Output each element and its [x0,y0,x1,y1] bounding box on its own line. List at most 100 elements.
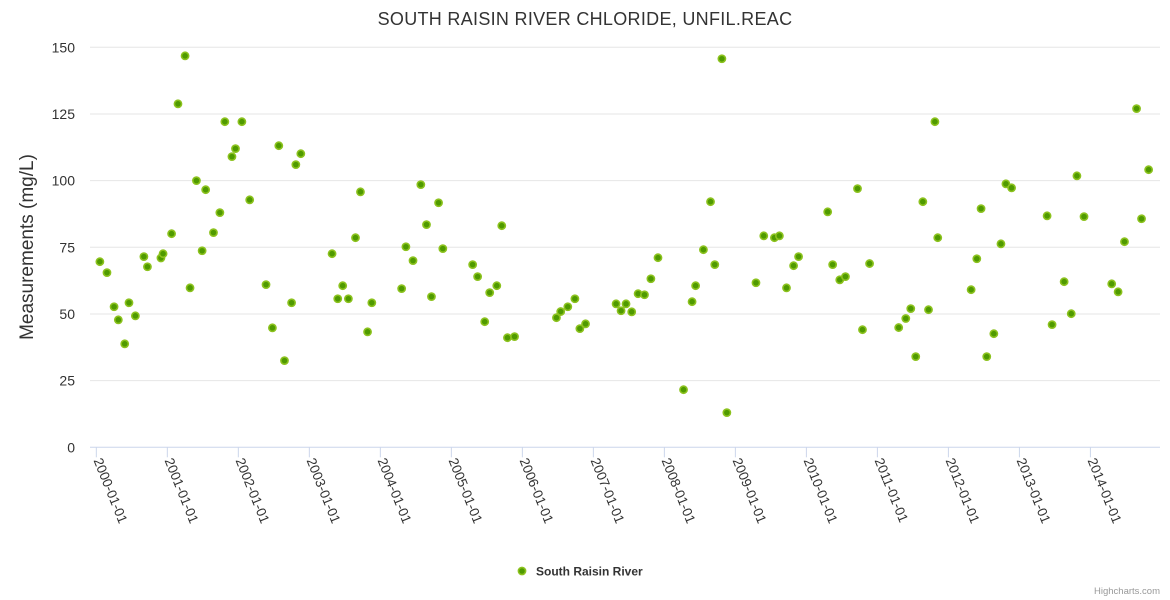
data-point[interactable] [356,187,365,197]
data-point[interactable] [1001,179,1011,189]
data-point[interactable] [646,274,656,284]
data-point[interactable] [1079,212,1089,222]
data-point[interactable] [143,262,152,272]
data-point[interactable] [434,198,443,208]
data-point[interactable] [485,288,495,298]
data-point[interactable] [363,327,372,337]
data-point[interactable] [782,283,791,293]
data-point[interactable] [158,249,168,259]
data-point[interactable] [924,305,933,315]
data-point[interactable] [274,141,284,151]
data-point[interactable] [473,272,483,282]
data-point[interactable] [180,51,190,61]
data-point[interactable] [858,325,867,335]
data-point[interactable] [556,307,566,316]
data-point[interactable] [918,197,928,207]
data-point[interactable] [966,285,976,295]
data-point[interactable] [653,253,663,263]
data-point[interactable] [468,260,478,270]
data-point[interactable] [706,197,715,207]
data-point[interactable] [280,356,289,366]
data-point[interactable] [1120,237,1129,247]
data-point[interactable] [552,313,561,323]
data-point[interactable] [401,242,411,252]
data-point[interactable] [759,231,769,241]
data-point[interactable] [894,323,904,332]
data-point[interactable] [102,268,112,278]
data-point[interactable] [333,294,343,304]
data-point[interactable] [627,307,637,317]
data-point[interactable] [197,246,207,256]
data-point[interactable] [113,315,123,325]
data-point[interactable] [201,185,211,195]
data-point[interactable] [1072,171,1082,181]
legend-item[interactable]: South Raisin River [517,565,643,579]
data-point[interactable] [621,299,631,309]
data-point[interactable] [192,176,201,186]
data-point[interactable] [338,281,348,291]
data-point[interactable] [124,298,134,308]
data-point[interactable] [185,283,195,293]
data-point[interactable] [794,252,803,262]
data-point[interactable] [173,99,183,109]
data-point[interactable] [231,144,240,154]
data-point[interactable] [575,324,585,334]
data-point[interactable] [237,117,247,127]
data-point[interactable] [1007,183,1016,193]
data-point[interactable] [640,290,649,300]
data-point[interactable] [1144,165,1154,175]
data-point[interactable] [722,408,732,418]
data-point[interactable] [1042,211,1052,221]
data-point[interactable] [996,239,1006,249]
data-point[interactable] [1047,320,1057,330]
data-point[interactable] [480,317,490,327]
data-point[interactable] [492,281,502,291]
data-point[interactable] [853,184,862,194]
data-point[interactable] [438,244,448,254]
data-point[interactable] [581,319,590,329]
data-point[interactable] [616,306,626,316]
data-point[interactable] [901,314,911,323]
data-point[interactable] [906,304,916,314]
data-point[interactable] [563,302,573,312]
data-point[interactable] [130,311,140,321]
data-point[interactable] [497,221,507,231]
data-point[interactable] [699,245,708,255]
data-point[interactable] [227,152,237,162]
data-point[interactable] [139,252,149,262]
legend-label[interactable]: South Raisin River [536,565,643,579]
data-point[interactable] [343,294,353,304]
data-point[interactable] [120,339,130,349]
data-point[interactable] [691,281,701,291]
data-point[interactable] [408,256,418,266]
data-point[interactable] [865,259,874,268]
data-point[interactable] [1059,277,1069,287]
data-point[interactable] [287,298,296,308]
data-point[interactable] [510,332,519,342]
data-point[interactable] [220,117,230,127]
data-point[interactable] [327,249,337,259]
data-point[interactable] [1113,287,1123,297]
data-point[interactable] [1066,309,1076,319]
data-point[interactable] [503,333,512,343]
data-point[interactable] [841,272,850,282]
data-point[interactable] [109,302,119,312]
data-point[interactable] [751,278,761,288]
data-point[interactable] [982,352,992,362]
data-point[interactable] [296,149,306,159]
data-point[interactable] [775,231,784,241]
data-point[interactable] [710,260,720,270]
data-point[interactable] [611,299,621,309]
data-point[interactable] [570,294,580,304]
data-point[interactable] [789,261,799,271]
data-point[interactable] [397,284,407,294]
data-point[interactable] [679,385,688,395]
data-point[interactable] [427,292,436,302]
data-point[interactable] [911,352,921,362]
data-point[interactable] [1107,279,1117,289]
data-point[interactable] [367,298,377,308]
data-point[interactable] [687,297,697,307]
data-point[interactable] [930,117,940,127]
data-point[interactable] [972,254,982,264]
data-point[interactable] [717,54,727,64]
